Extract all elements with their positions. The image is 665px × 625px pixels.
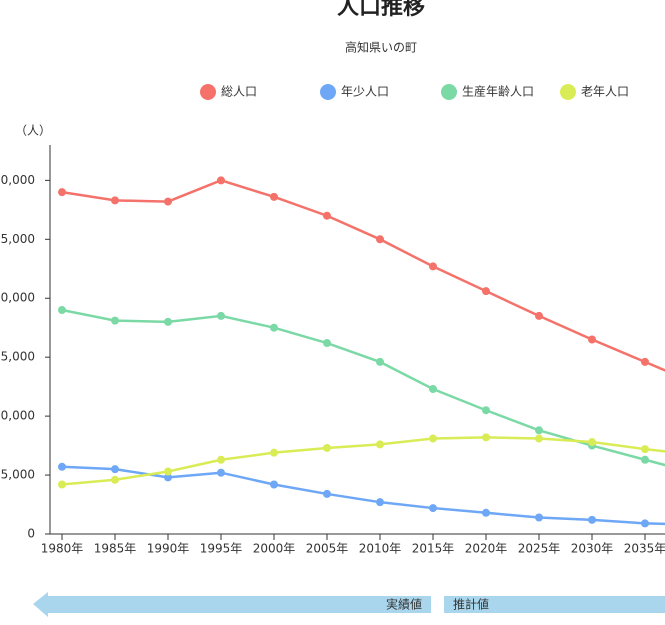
data-point — [323, 443, 331, 452]
x-tick-label: 2020年 — [465, 542, 508, 556]
y-axis-label: （人） — [15, 124, 51, 138]
legend-swatch — [200, 84, 216, 100]
data-point — [111, 475, 119, 484]
data-point — [217, 311, 225, 320]
data-point — [429, 504, 437, 513]
series-line — [61, 179, 665, 372]
data-point — [323, 489, 331, 498]
data-point — [588, 335, 596, 344]
x-tick-label: 2035年 — [624, 542, 665, 556]
data-point — [535, 434, 543, 443]
data-point — [429, 434, 437, 443]
data-point — [482, 508, 490, 517]
y-tick-label: 15,000 — [0, 350, 35, 364]
data-point — [58, 306, 66, 315]
legend-swatch — [320, 84, 336, 100]
data-point — [641, 445, 649, 454]
actual-arrow — [33, 592, 431, 617]
data-point — [641, 519, 649, 528]
y-tick-label: 5,000 — [1, 468, 35, 482]
data-point — [58, 462, 66, 471]
x-tick-label: 2005年 — [306, 542, 349, 556]
data-point — [641, 455, 649, 464]
chart-subtitle: 高知県いの町 — [345, 40, 417, 55]
data-point — [641, 357, 649, 366]
x-tick-label: 1995年 — [200, 542, 243, 556]
y-tick-label: 0 — [27, 527, 35, 541]
data-point — [217, 468, 225, 477]
data-point — [111, 465, 119, 474]
series-line — [61, 465, 665, 526]
x-tick-label: 2025年 — [518, 542, 561, 556]
legend-swatch — [441, 84, 457, 100]
data-point — [376, 440, 384, 449]
data-point — [164, 473, 172, 482]
data-point — [482, 287, 490, 296]
forecast-band — [444, 596, 665, 613]
data-point — [535, 426, 543, 435]
data-point — [376, 235, 384, 244]
y-tick-label: 20,000 — [0, 291, 35, 305]
x-tick-label: 1980年 — [41, 542, 84, 556]
series-line — [61, 308, 665, 467]
data-point — [323, 211, 331, 220]
data-point — [217, 176, 225, 185]
y-tick-label: 25,000 — [0, 232, 35, 246]
series-line — [61, 436, 665, 486]
data-point — [376, 498, 384, 507]
data-point — [535, 513, 543, 522]
x-tick-label: 2030年 — [571, 542, 614, 556]
data-point — [323, 339, 331, 348]
data-point — [535, 311, 543, 320]
data-point — [270, 323, 278, 332]
x-tick-label: 2000年 — [253, 542, 296, 556]
data-point — [164, 467, 172, 476]
x-tick-label: 2010年 — [359, 542, 402, 556]
annotation: 実績値 — [386, 597, 422, 612]
x-tick-label: 1985年 — [94, 542, 137, 556]
legend-swatch — [560, 84, 576, 100]
data-point — [429, 385, 437, 394]
legend-label: 年少人口 — [341, 85, 389, 99]
data-point — [111, 316, 119, 325]
data-point — [164, 317, 172, 326]
y-tick-label: 10,000 — [0, 409, 35, 423]
data-point — [270, 480, 278, 489]
data-point — [482, 406, 490, 415]
data-point — [270, 448, 278, 457]
data-point — [164, 197, 172, 206]
data-point — [376, 357, 384, 366]
data-point — [58, 480, 66, 489]
legend-label: 老年人口 — [581, 85, 629, 99]
y-tick-label: 30,000 — [0, 173, 35, 187]
data-point — [429, 262, 437, 271]
data-point — [270, 192, 278, 201]
x-tick-label: 2015年 — [412, 542, 455, 556]
data-point — [217, 455, 225, 464]
chart-title: 人口推移 — [337, 0, 425, 20]
data-point — [111, 196, 119, 205]
annotation: 推計値 — [453, 597, 489, 612]
data-point — [588, 438, 596, 447]
data-point — [58, 188, 66, 197]
data-point — [588, 515, 596, 524]
x-tick-label: 1990年 — [147, 542, 190, 556]
legend-label: 総人口 — [221, 85, 257, 99]
legend-label: 生産年齢人口 — [462, 84, 534, 99]
data-point — [482, 433, 490, 442]
